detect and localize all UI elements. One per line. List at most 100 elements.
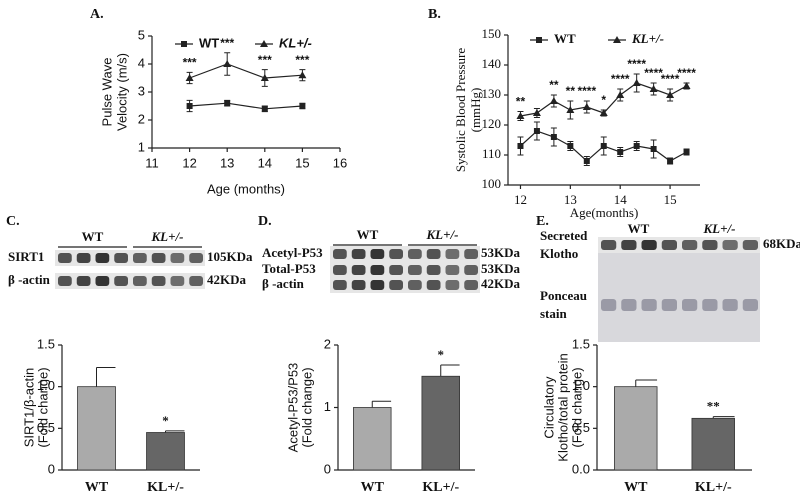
x-tick-label: 12 — [514, 192, 527, 207]
blot-band — [426, 265, 441, 275]
blot-strip — [330, 246, 480, 262]
blot-band — [445, 280, 460, 290]
blot-band — [621, 240, 637, 250]
blot-band — [426, 249, 441, 259]
panel-label: E. — [536, 214, 549, 229]
blot-band — [76, 253, 91, 263]
ponceau-band — [601, 299, 617, 311]
data-point — [582, 103, 591, 110]
data-point — [683, 149, 690, 155]
y-tick-label: 0 — [324, 461, 331, 476]
significance-label: * — [601, 93, 606, 107]
data-point — [633, 143, 640, 149]
data-point — [185, 74, 194, 81]
blot-band — [445, 249, 460, 259]
blot-strip — [330, 262, 480, 278]
significance-label: ** — [516, 95, 526, 109]
bar — [614, 386, 658, 471]
x-tick-label: KL+/- — [422, 480, 459, 495]
data-point — [517, 143, 524, 149]
y-axis-title: Acetyl-P53/P53 — [285, 363, 300, 453]
blot-strip — [55, 273, 205, 289]
blot-size-label: 42KDa — [481, 276, 521, 291]
x-tick-label: 15 — [295, 155, 309, 170]
blot-band — [389, 280, 403, 290]
x-tick-label: 13 — [220, 155, 234, 170]
panel-label: B. — [428, 7, 441, 22]
data-point — [650, 146, 657, 152]
blot-band — [445, 265, 460, 275]
blot-row-label: Secreted — [540, 228, 588, 243]
blot-row-label: stain — [540, 306, 568, 321]
blot-band — [408, 265, 422, 275]
ponceau-band — [722, 299, 738, 311]
y-tick-label: 120 — [482, 116, 502, 131]
significance-label: **** — [644, 66, 663, 80]
y-tick-label: 130 — [482, 86, 502, 101]
blot-size-label: 53KDa — [481, 261, 521, 276]
data-point — [599, 109, 608, 116]
blot-band — [370, 265, 385, 275]
panel-label: C. — [6, 214, 20, 229]
ponceau-band — [641, 299, 657, 311]
y-tick-label: 1.5 — [572, 336, 590, 351]
data-point — [667, 158, 674, 164]
significance-label: ** — [549, 78, 559, 92]
significance-label: *** — [183, 56, 197, 70]
significance-label: *** — [258, 53, 272, 67]
blot-row-label: β -actin — [8, 272, 51, 287]
blot-group-label: WT — [628, 221, 650, 236]
error-bar — [96, 367, 116, 387]
legend-marker — [181, 41, 187, 47]
x-axis-title: Age(months) — [570, 205, 639, 220]
blot-strip — [55, 250, 205, 266]
blot-band — [133, 253, 147, 263]
y-tick-label: 150 — [482, 26, 502, 41]
y-tick-label: 1.0 — [37, 378, 55, 393]
significance-label: **** — [577, 84, 596, 98]
error-bar — [440, 364, 460, 377]
x-tick-label: 14 — [258, 155, 272, 170]
legend-marker — [613, 36, 621, 43]
y-tick-label: 140 — [482, 56, 502, 71]
blot-band — [95, 276, 110, 286]
x-tick-label: KL+/- — [147, 480, 184, 495]
blot-band — [333, 249, 347, 259]
error-bar — [371, 400, 392, 408]
ponceau-membrane — [598, 252, 760, 342]
x-tick-label: 14 — [614, 192, 628, 207]
y-tick-label: 0.5 — [572, 420, 590, 435]
series-line — [189, 63, 303, 79]
y-tick-label: 0.5 — [37, 420, 55, 435]
blot-band — [189, 253, 203, 263]
x-tick-label: 16 — [333, 155, 347, 170]
x-tick-label: WT — [361, 480, 385, 495]
significance-label: **** — [661, 72, 680, 86]
blot-size-label: 68KDa — [763, 236, 800, 251]
y-axis-title: (Fold change) — [299, 367, 314, 447]
blot-group-label: WT — [82, 229, 104, 244]
data-point — [298, 71, 307, 79]
blot-group-label: KL+/- — [426, 227, 459, 242]
blot-band — [58, 253, 72, 263]
y-tick-label: 0 — [48, 461, 55, 476]
panel-label: A. — [90, 7, 104, 22]
blot-row-label: Total-P53 — [262, 261, 316, 276]
x-tick-label: 13 — [564, 192, 577, 207]
blot-band — [641, 240, 657, 250]
legend-label: WT — [554, 31, 576, 46]
data-point — [224, 100, 231, 107]
blot-row-label: Klotho — [540, 246, 578, 261]
series-line — [189, 102, 303, 110]
blot-row-label: Acetyl-P53 — [262, 245, 323, 260]
x-tick-label: WT — [624, 480, 648, 495]
blot-band — [151, 276, 166, 286]
blot-band — [702, 240, 718, 250]
data-point — [261, 105, 268, 112]
blot-band — [333, 265, 347, 275]
blot-band — [742, 240, 758, 250]
blot-band — [464, 265, 478, 275]
blot-band — [389, 249, 403, 259]
significance-label: * — [438, 347, 445, 362]
